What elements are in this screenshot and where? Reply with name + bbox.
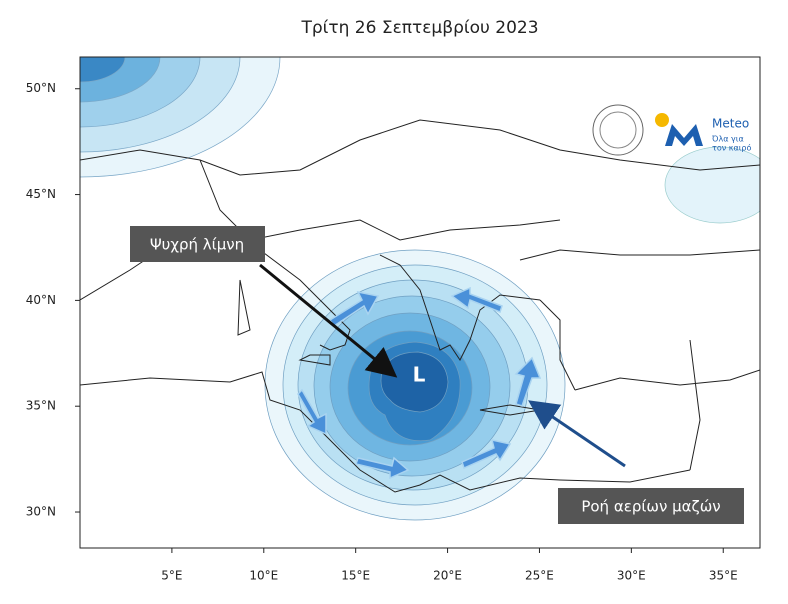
contours-low bbox=[264, 249, 566, 521]
x-tick-label: 25°E bbox=[525, 569, 554, 583]
annotation: Ροή αερίων μαζών bbox=[581, 498, 720, 516]
seal-inner bbox=[599, 111, 637, 149]
low-label: L bbox=[413, 363, 426, 387]
annotation: Ψυχρή λίμνη bbox=[150, 236, 244, 254]
arrow-cold-pool bbox=[259, 263, 398, 378]
x-tick-label: 30°E bbox=[617, 569, 646, 583]
logo-sun bbox=[655, 113, 669, 127]
arrow-flow bbox=[528, 400, 626, 468]
x-tick-label: 20°E bbox=[433, 569, 462, 583]
x-tick-label: 5°E bbox=[161, 569, 182, 583]
map-area bbox=[80, 57, 760, 521]
x-tick-label: 15°E bbox=[341, 569, 370, 583]
logo-tagline: τον καιρό bbox=[712, 143, 751, 153]
annotation-box bbox=[558, 488, 744, 524]
contours-northwest bbox=[80, 57, 281, 178]
annotation-box bbox=[130, 226, 265, 262]
y-tick-label: 35°N bbox=[26, 399, 56, 413]
x-tick-label: 35°E bbox=[709, 569, 738, 583]
logo-tagline: Όλα για bbox=[711, 134, 744, 144]
y-tick-label: 45°N bbox=[26, 187, 56, 201]
y-tick-label: 30°N bbox=[26, 505, 56, 519]
x-tick-label: 10°E bbox=[249, 569, 278, 583]
y-tick-label: 40°N bbox=[26, 293, 56, 307]
flow-arrows bbox=[297, 286, 542, 480]
logo: Meteo Όλα για τον καιρό bbox=[592, 104, 751, 156]
ticks: 5°E 10°E 15°E 20°E 25°E 30°E 35°E 30°N 35°N 40°N 4… bbox=[26, 81, 738, 582]
logo-mark bbox=[665, 124, 703, 146]
logo-name: Meteo bbox=[712, 117, 749, 131]
frame bbox=[79, 56, 761, 549]
title: Τρίτη 26 Σεπτεμβρίου 2023 bbox=[300, 18, 538, 38]
y-tick-label: 50°N bbox=[26, 81, 56, 95]
contour-east bbox=[664, 146, 760, 224]
